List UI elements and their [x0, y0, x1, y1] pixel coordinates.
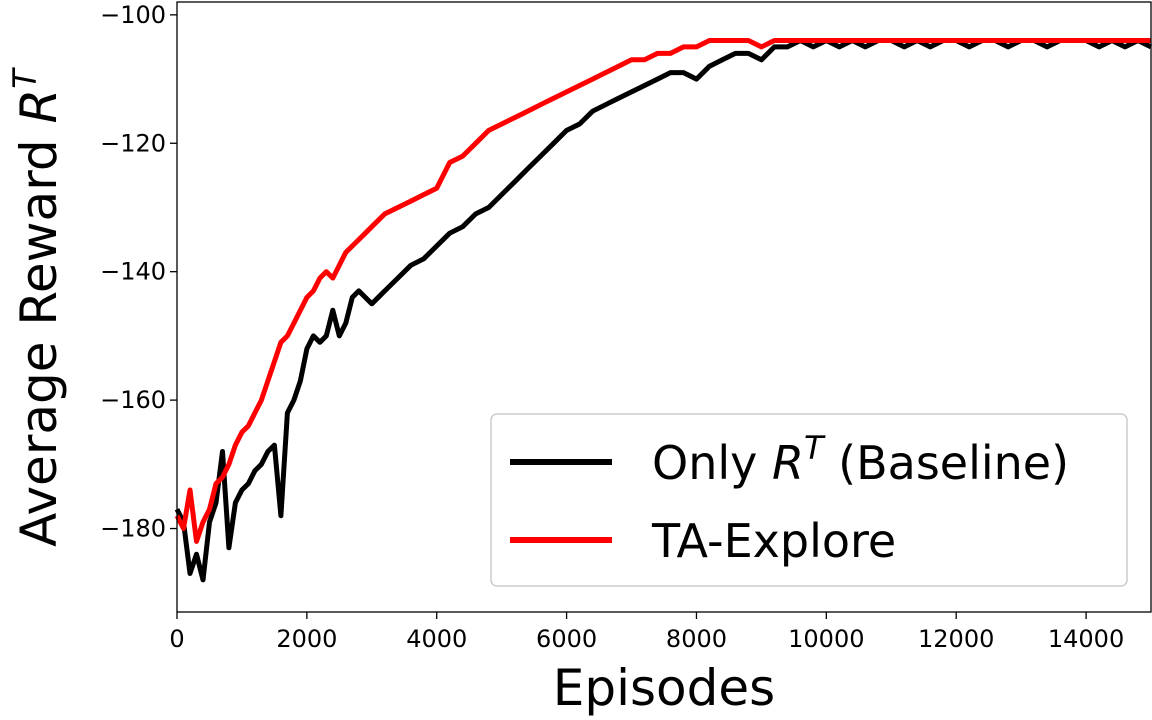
x-tick-label: 10000: [788, 625, 864, 653]
legend-label-baseline-sup: T: [804, 429, 826, 467]
legend-label-baseline: Only RT (Baseline): [652, 429, 1069, 490]
series-layer: [174, 38, 1152, 583]
x-tick-label: 8000: [666, 625, 727, 653]
y-tick-label: −180: [100, 515, 166, 543]
y-tick-label: −120: [100, 129, 166, 157]
y-axis-label-var: R: [10, 89, 68, 124]
y-axis-label-sup: T: [6, 67, 44, 89]
y-tick-label: −100: [100, 1, 166, 29]
legend-frame: [490, 413, 1128, 587]
plot-frame: [176, 1, 1152, 613]
x-tick-label: 2000: [276, 625, 337, 653]
ticks-layer: 0 2000 4000 6000 8000 10000 12000 14000 −180 −160…: [100, 1, 1124, 653]
legend-label-ta-explore: TA-Explore: [651, 514, 896, 568]
y-tick-label: −160: [100, 386, 166, 414]
y-tick-label: −140: [100, 258, 166, 286]
x-axis-label: Episodes: [553, 659, 775, 717]
legend: Only RT (Baseline) TA-Explore: [490, 413, 1128, 587]
legend-label-baseline-post: (Baseline): [824, 436, 1070, 490]
x-tick-label: 14000: [1048, 625, 1124, 653]
series-line-ta-explore: [174, 38, 1151, 544]
x-tick-label: 0: [169, 625, 184, 653]
x-tick-label: 4000: [406, 625, 467, 653]
x-tick-label: 12000: [918, 625, 994, 653]
y-axis-label: Average Reward RT: [6, 67, 68, 547]
x-tick-label: 6000: [536, 625, 597, 653]
y-axis-label-base: Average Reward: [10, 123, 68, 546]
legend-label-baseline-var: R: [772, 436, 804, 490]
legend-label-baseline-pre: Only: [652, 436, 772, 490]
